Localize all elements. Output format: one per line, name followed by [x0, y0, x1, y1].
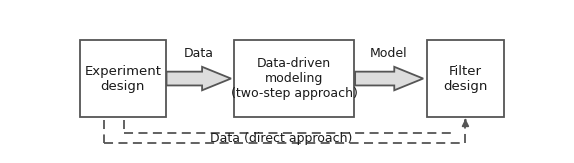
Text: Experiment
design: Experiment design [84, 65, 161, 93]
Text: Model: Model [370, 47, 408, 60]
Bar [234, 40, 354, 118]
Text: Data-driven
modeling
(two-step approach): Data-driven modeling (two-step approach) [231, 57, 358, 100]
Polygon shape [166, 67, 231, 90]
Text: Data (direct approach): Data (direct approach) [210, 132, 352, 145]
Bar [426, 40, 505, 118]
Text: Filter
design: Filter design [443, 65, 488, 93]
Text: Data: Data [184, 47, 214, 60]
Bar [80, 40, 166, 118]
Polygon shape [355, 67, 423, 90]
